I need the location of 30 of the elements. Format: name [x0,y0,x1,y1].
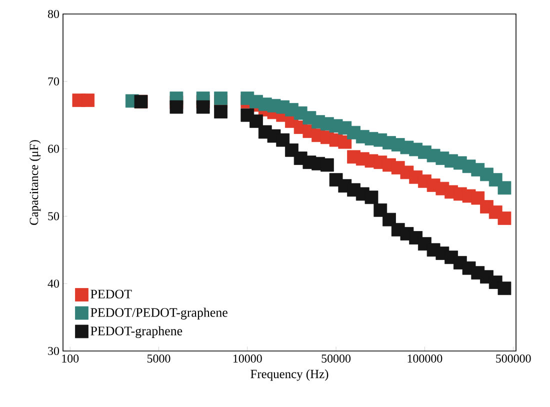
y-tick-label: 30 [48,346,60,356]
point [320,158,334,172]
y-tick-label: 40 [48,280,60,288]
point [382,212,396,226]
x-tick-label: 50000 [322,354,351,363]
x-tick-label: 5000 [147,354,170,363]
point [364,190,378,204]
point [196,100,210,114]
point [498,282,512,296]
point [214,105,228,118]
y-tick-label: 60 [48,144,60,153]
point [498,181,512,195]
y-axis-title: Capacitance (μF) [29,140,41,225]
point [81,94,95,107]
x-tick-label: 100 [62,354,79,363]
y-tick-label: 70 [48,77,60,86]
point [170,100,184,114]
legend-label: PEDOT-graphene [90,326,182,338]
x-tick-label: 100000 [408,354,442,363]
point [214,92,228,105]
x-axis-title: Frequency (Hz) [250,369,328,381]
x-tick-label: 10000 [233,354,262,363]
point [276,133,290,147]
point [498,212,512,225]
x-tick-label: 500000 [496,354,531,363]
point [250,114,263,128]
legend-label: PEDOT/PEDOT-graphene [90,308,228,320]
y-tick-label: 80 [48,10,60,18]
y-tick-label: 50 [48,212,60,220]
legend-label: PEDOT [90,290,132,298]
